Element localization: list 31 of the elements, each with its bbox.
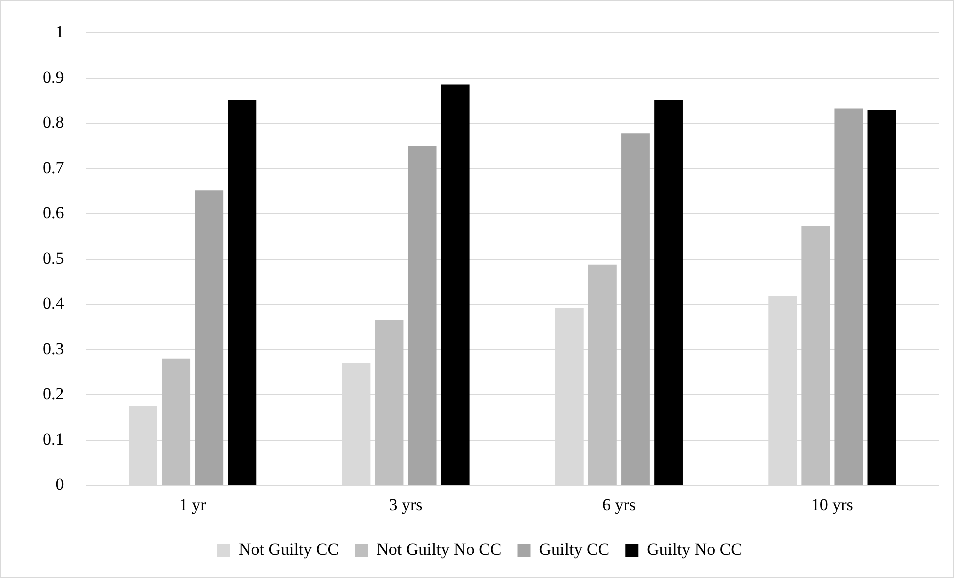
- y-tick-label: 0.6: [43, 204, 64, 223]
- legend-label: Not Guilty CC: [238, 540, 340, 559]
- x-tick-label: 10 yrs: [811, 495, 854, 514]
- bar: [375, 320, 404, 486]
- y-tick-label: 0.3: [43, 339, 64, 358]
- bar: [408, 146, 437, 486]
- bar: [162, 358, 191, 486]
- x-tick-label: 1 yr: [179, 495, 207, 514]
- bar: [588, 264, 617, 486]
- y-tick-label: 0.4: [43, 294, 65, 314]
- legend-label: Not Guilty No CC: [376, 540, 502, 559]
- x-tick-label: 3 yrs: [389, 495, 423, 514]
- bar: [228, 100, 257, 486]
- y-tick-label: 0.8: [43, 113, 64, 132]
- y-tick-label: 1: [56, 22, 64, 42]
- y-tick-label: 0.9: [43, 68, 64, 87]
- bar: [195, 190, 224, 486]
- bar: [834, 108, 864, 486]
- y-tick-label: 0.1: [43, 430, 64, 449]
- y-tick-label: 0.5: [43, 248, 64, 268]
- y-tick-label: 0: [56, 475, 64, 494]
- y-tick-label: 0.2: [43, 384, 64, 404]
- bar: [654, 100, 683, 486]
- bar: [868, 110, 896, 486]
- legend-label: Guilty No CC: [647, 540, 743, 559]
- x-tick-label: 6 yrs: [602, 495, 636, 514]
- legend-label: Guilty CC: [539, 540, 610, 559]
- bar: [622, 134, 650, 486]
- y-tick-label: 0.7: [43, 158, 65, 178]
- bar: [802, 226, 830, 486]
- bar: [441, 84, 470, 486]
